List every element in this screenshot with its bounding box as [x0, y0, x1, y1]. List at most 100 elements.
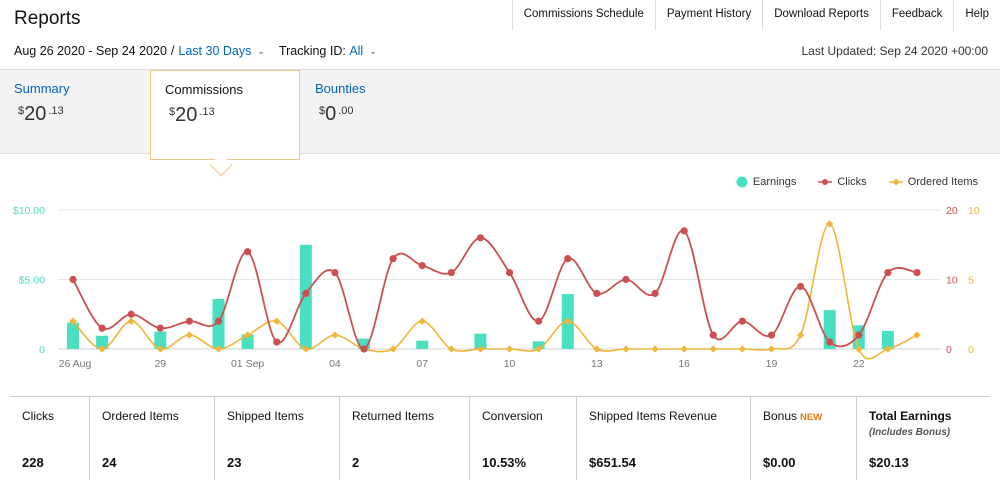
nav-download-reports[interactable]: Download Reports: [763, 0, 881, 30]
bonus-label: Bonus: [763, 409, 798, 423]
top-nav: Commissions Schedule Payment History Dow…: [511, 0, 1000, 30]
x-tick-label: 22: [853, 358, 865, 370]
x-tick-label: 07: [416, 358, 428, 370]
x-tick-label: 13: [591, 358, 603, 370]
legend-earnings[interactable]: Earnings: [736, 176, 796, 188]
page-title: Reports: [14, 8, 81, 29]
tab-amount: $20.13: [18, 103, 64, 126]
tab-bounties[interactable]: Bounties $0.00: [301, 70, 451, 154]
amount-whole: 20: [24, 103, 47, 125]
legend-ordered-items[interactable]: Ordered Items: [888, 176, 978, 188]
tracking-value: All: [349, 44, 364, 58]
ordered-items-point: [505, 345, 514, 353]
x-tick-label: 19: [766, 358, 778, 370]
y-left-tick-label: $10.00: [13, 205, 45, 217]
date-range: Aug 26 2020 - Sep 24 2020: [14, 44, 167, 58]
filter-row: Aug 26 2020 - Sep 24 2020 / Last 30 Days…: [14, 44, 377, 58]
clicks-point: [651, 289, 659, 297]
earnings-bar: [532, 341, 545, 349]
y-left-tick-label: 0: [39, 344, 45, 356]
amount-cents: .13: [48, 105, 64, 117]
stat-value: $20.13: [869, 455, 909, 470]
nav-feedback[interactable]: Feedback: [880, 0, 955, 30]
clicks-swatch-icon: [818, 179, 833, 185]
chart-legend: Earnings Clicks Ordered Items: [714, 176, 978, 188]
clicks-point: [244, 248, 252, 256]
ordered-items-point: [69, 317, 77, 325]
clicks-point: [360, 345, 368, 353]
amount-cents: .13: [199, 106, 215, 118]
ordered-items-point: [243, 331, 252, 339]
clicks-line: [72, 229, 918, 350]
currency-symbol: $: [319, 105, 326, 117]
y-left-tick-label: $5.00: [19, 275, 45, 287]
clicks-point: [913, 268, 921, 277]
stat-label: Bonus NEW: [763, 409, 856, 423]
ordered-items-point: [884, 345, 892, 353]
y-right-tick-label: 0: [946, 344, 952, 356]
legend-clicks[interactable]: Clicks: [818, 176, 867, 188]
nav-commissions-schedule[interactable]: Commissions Schedule: [512, 0, 656, 30]
earnings-bar: [67, 322, 79, 349]
earnings-bar: [96, 335, 109, 349]
stat-shipped-items-revenue: Shipped Items Revenue $651.54: [577, 397, 751, 480]
x-tick-label: 16: [678, 358, 690, 370]
stat-bonus: Bonus NEW $0.00: [751, 397, 857, 480]
ordered-items-point: [389, 345, 397, 353]
nav-help[interactable]: Help: [954, 0, 1000, 30]
earnings-bar: [474, 333, 487, 349]
clicks-point: [738, 317, 746, 325]
new-badge: NEW: [800, 412, 823, 423]
chevron-down-icon: ⌄: [257, 46, 265, 56]
tab-commissions[interactable]: Commissions $20.13: [150, 70, 300, 158]
tab-label: Summary: [14, 81, 70, 96]
stat-returned-items: Returned Items 2: [340, 397, 470, 480]
clicks-point: [767, 331, 776, 339]
ordered-items-swatch-icon: [888, 178, 903, 186]
tracking-dropdown[interactable]: All ⌄: [349, 44, 376, 58]
stat-value: 10.53%: [482, 455, 527, 470]
ordered-items-point: [855, 345, 863, 353]
stat-label: Conversion: [482, 409, 543, 423]
y-right-ordered-tick-label: 0: [968, 344, 974, 356]
x-tick-label: 04: [329, 358, 341, 370]
ordered-items-point: [767, 345, 776, 353]
tab-summary[interactable]: Summary $20.13: [0, 70, 150, 154]
stat-value: $0.00: [763, 455, 796, 470]
ordered-items-point: [418, 317, 426, 325]
clicks-point: [418, 262, 426, 270]
clicks-point: [98, 324, 106, 332]
legend-label: Ordered Items: [907, 176, 978, 188]
top-bar: Reports Commissions Schedule Payment His…: [0, 0, 1000, 70]
clicks-point: [564, 255, 572, 263]
ordered-items-line: [72, 223, 918, 360]
tracking-id-filter: Tracking ID: All ⌄: [279, 44, 377, 58]
stat-label: Returned Items: [352, 409, 435, 423]
chevron-down-icon: ⌄: [369, 46, 377, 56]
stat-value: 228: [22, 455, 44, 470]
ordered-items-point: [738, 345, 747, 353]
ordered-items-point: [651, 345, 659, 353]
stat-conversion: Conversion 10.53%: [470, 397, 577, 480]
date-separator: /: [170, 44, 175, 58]
clicks-point: [273, 338, 281, 346]
ordered-items-point: [156, 345, 164, 353]
clicks-point: [622, 275, 630, 284]
period-dropdown[interactable]: Last 30 Days ⌄: [178, 44, 265, 58]
x-tick-label: 01 Sep: [231, 358, 264, 370]
clicks-point: [214, 317, 223, 325]
currency-symbol: $: [18, 105, 25, 117]
clicks-point: [884, 268, 892, 277]
ordered-items-point: [622, 345, 630, 353]
ordered-items-point: [913, 331, 921, 339]
nav-payment-history[interactable]: Payment History: [655, 0, 764, 30]
earnings-bar: [416, 340, 429, 349]
stat-value: 2: [352, 455, 360, 470]
clicks-point: [709, 331, 717, 339]
ordered-items-point: [796, 331, 805, 339]
clicks-point: [505, 268, 514, 277]
legend-label: Clicks: [837, 176, 867, 188]
ordered-items-point: [127, 317, 135, 325]
clicks-point: [476, 234, 485, 242]
ordered-items-point: [680, 345, 688, 353]
